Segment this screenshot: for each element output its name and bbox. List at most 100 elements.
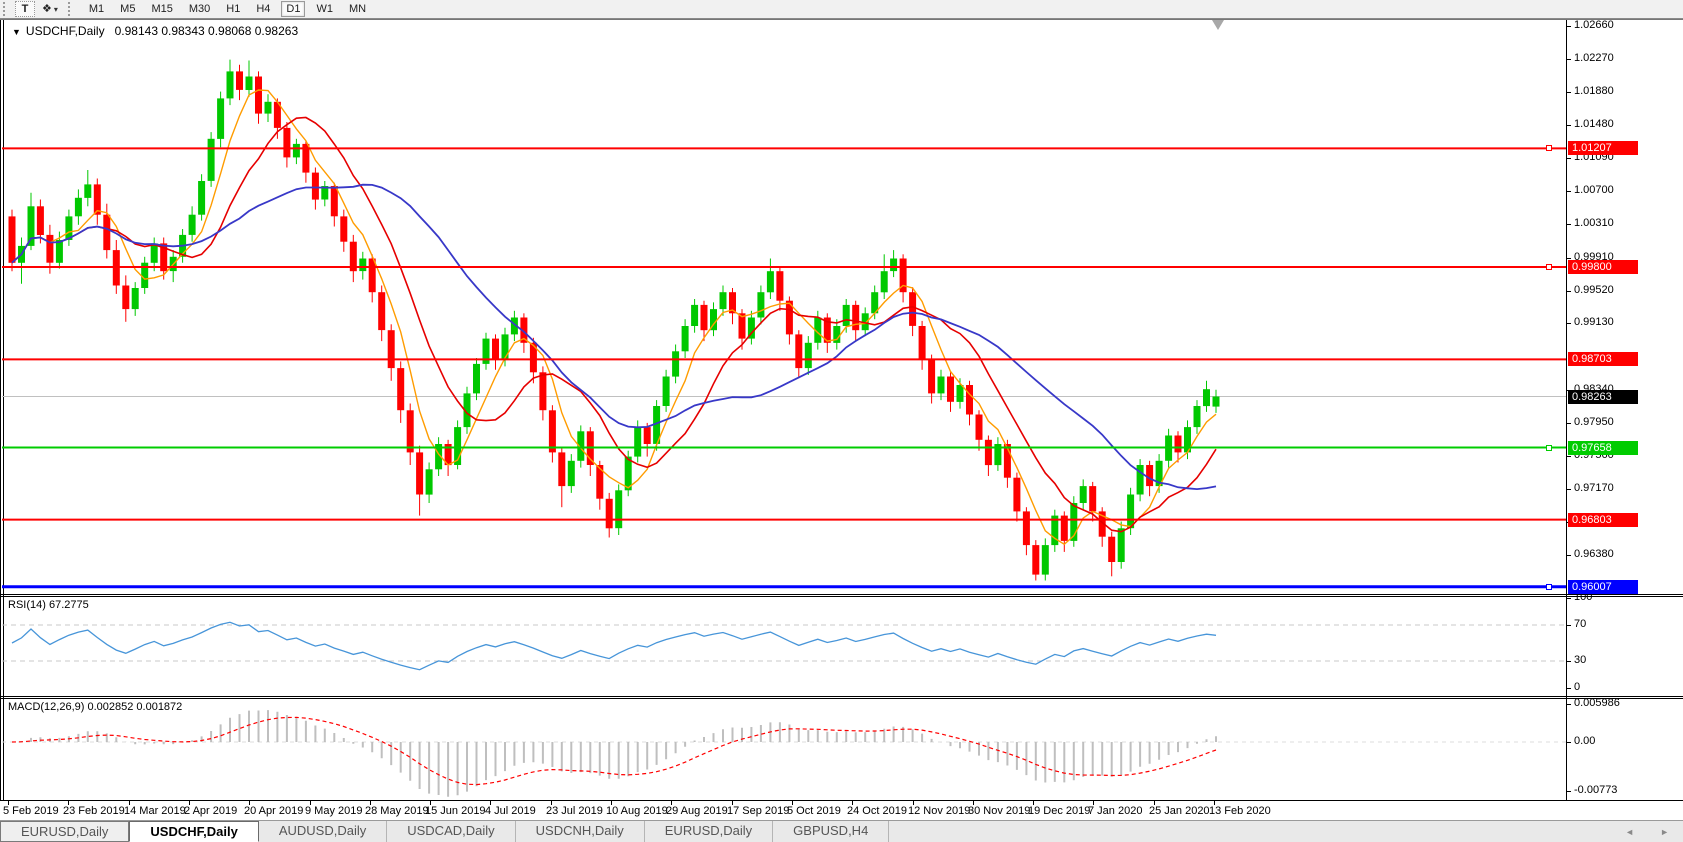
time-tick-label: 23 Feb 2019	[63, 805, 125, 817]
moving-average-fast	[11, 89, 1217, 546]
timeframe-button-h1[interactable]: H1	[221, 1, 245, 17]
time-tick-mark	[1093, 801, 1094, 805]
macd-tick-mark	[1566, 791, 1571, 792]
hline-price-box: 0.97658	[1568, 441, 1638, 455]
price-tick-mark	[1566, 224, 1571, 225]
time-tick-mark	[852, 801, 853, 805]
time-tick-mark	[189, 801, 190, 805]
price-tick-mark	[1566, 125, 1571, 126]
price-tick-label: 1.01480	[1574, 118, 1614, 130]
chart-tab-audusd-daily[interactable]: AUDUSD,Daily	[259, 821, 388, 842]
timeframe-button-w1[interactable]: W1	[311, 1, 338, 17]
price-tick-label: 0.99520	[1574, 284, 1614, 296]
timeframe-button-m1[interactable]: M1	[84, 1, 109, 17]
tab-scroll-arrows: ◄ ►	[1625, 821, 1683, 842]
macd-tick-mark	[1566, 704, 1571, 705]
timeframe-button-m15[interactable]: M15	[146, 1, 177, 17]
moving-average-medium	[11, 116, 1217, 533]
time-tick-mark	[732, 801, 733, 805]
hline-price-box: 0.96007	[1568, 580, 1638, 594]
rsi-tick-mark	[1566, 661, 1571, 662]
time-tick-mark	[1214, 801, 1215, 805]
time-tick-mark	[310, 801, 311, 805]
chart-tab-usdchf-daily[interactable]: USDCHF,Daily	[129, 821, 259, 842]
chart-tabs: EURUSD,Daily USDCHF,Daily AUDUSD,Daily USDC…	[0, 821, 890, 842]
price-tick-mark	[1566, 555, 1571, 556]
symbol-title: USDCHF,Daily	[25, 24, 105, 38]
chart-title: ▼ USDCHF,Daily 0.98143 0.98343 0.98068 0.9…	[12, 24, 298, 38]
price-tick-mark	[1566, 489, 1571, 490]
toolbar-grip	[67, 2, 75, 16]
time-tick-label: 25 Jan 2020	[1149, 805, 1210, 817]
panel-borders	[0, 19, 1683, 801]
shapes-icon: ❖	[42, 3, 52, 15]
hline-price-box: 0.96803	[1568, 513, 1638, 527]
time-tick-mark	[129, 801, 130, 805]
time-tick-label: 5 Oct 2019	[787, 805, 841, 817]
hline-price-box: 1.01207	[1568, 141, 1638, 155]
macd-tick-label: 0.005986	[1574, 697, 1620, 709]
rsi-tick-mark	[1566, 625, 1571, 626]
chart-shift-marker[interactable]	[1212, 20, 1224, 30]
line-handle[interactable]	[1546, 445, 1552, 451]
price-tick-mark	[1566, 291, 1571, 292]
price-tick-mark	[1566, 158, 1571, 159]
chart-tab-gbpusd-h4[interactable]: GBPUSD,H4	[773, 821, 890, 842]
bid-price-box: 0.98263	[1568, 390, 1638, 404]
price-tick-mark	[1566, 92, 1571, 93]
time-tick-mark	[611, 801, 612, 805]
time-tick-label: 17 Sep 2019	[727, 805, 790, 817]
timeframe-button-m30[interactable]: M30	[184, 1, 215, 17]
line-handle[interactable]	[1546, 264, 1552, 270]
time-tick-label: 7 Jan 2020	[1088, 805, 1143, 817]
bull-candles	[18, 59, 1220, 581]
time-tick-mark	[8, 801, 9, 805]
timeframe-button-mn[interactable]: MN	[344, 1, 371, 17]
time-tick-label: 14 Mar 2019	[124, 805, 186, 817]
time-tick-mark	[249, 801, 250, 805]
chart-tab-usdcad-daily[interactable]: USDCAD,Daily	[387, 821, 516, 842]
timeframe-button-h4[interactable]: H4	[251, 1, 275, 17]
hline-price-box: 0.98703	[1568, 352, 1638, 366]
chart-tab-eurusd-daily[interactable]: EURUSD,Daily	[0, 821, 130, 842]
rsi-tick-label: 100	[1574, 591, 1593, 603]
chart-menu-icon: ▼	[12, 27, 21, 37]
price-tick-mark	[1566, 191, 1571, 192]
chart-window[interactable]: ▼ USDCHF,Daily 0.98143 0.98343 0.98068 0.9…	[0, 19, 1683, 820]
time-tick-label: 24 Oct 2019	[847, 805, 907, 817]
time-tick-mark	[370, 801, 371, 805]
moving-average-slow	[11, 183, 1217, 491]
text-tool-button[interactable]: T	[15, 1, 35, 17]
time-tick-mark	[1033, 801, 1034, 805]
line-handle[interactable]	[1546, 584, 1552, 590]
time-tick-label: 4 Jul 2019	[485, 805, 536, 817]
rsi-tick-label: 0	[1574, 681, 1581, 693]
tab-scroll-left-icon[interactable]: ◄	[1625, 826, 1635, 837]
line-handle[interactable]	[1546, 145, 1552, 151]
rsi-tick-label: 30	[1574, 654, 1587, 666]
macd-tick-mark	[1566, 742, 1571, 743]
drawing-tools-button[interactable]: ❖ ▾	[37, 1, 63, 17]
chart-tab-eurusd-daily[interactable]: EURUSD,Daily	[645, 821, 774, 842]
price-tick-label: 1.00310	[1574, 217, 1614, 229]
time-tick-mark	[792, 801, 793, 805]
timeframe-toolbar: M1 M5 M15 M30 H1 H4 D1 W1 MN	[84, 1, 371, 17]
chart-tab-bar: EURUSD,Daily USDCHF,Daily AUDUSD,Daily USDC…	[0, 820, 1683, 842]
macd-label: MACD(12,26,9) 0.002852 0.001872	[8, 701, 183, 713]
tab-scroll-right-icon[interactable]: ►	[1660, 826, 1669, 837]
time-tick-label: 23 Jul 2019	[546, 805, 603, 817]
timeframe-button-m5[interactable]: M5	[115, 1, 140, 17]
timeframe-button-d1[interactable]: D1	[281, 1, 306, 17]
chart-tab-usdcnh-daily[interactable]: USDCNH,Daily	[516, 821, 645, 842]
price-tick-label: 0.96380	[1574, 548, 1614, 560]
price-tick-mark	[1566, 323, 1571, 324]
price-tick-label: 1.01880	[1574, 85, 1614, 97]
time-tick-label: 10 Aug 2019	[606, 805, 668, 817]
price-tick-label: 1.00700	[1574, 184, 1614, 196]
time-tick-label: 12 Nov 2019	[908, 805, 971, 817]
time-tick-mark	[430, 801, 431, 805]
hline-price-box: 0.99800	[1568, 260, 1638, 274]
price-tick-mark	[1566, 456, 1571, 457]
time-tick-label: 28 May 2019	[365, 805, 429, 817]
